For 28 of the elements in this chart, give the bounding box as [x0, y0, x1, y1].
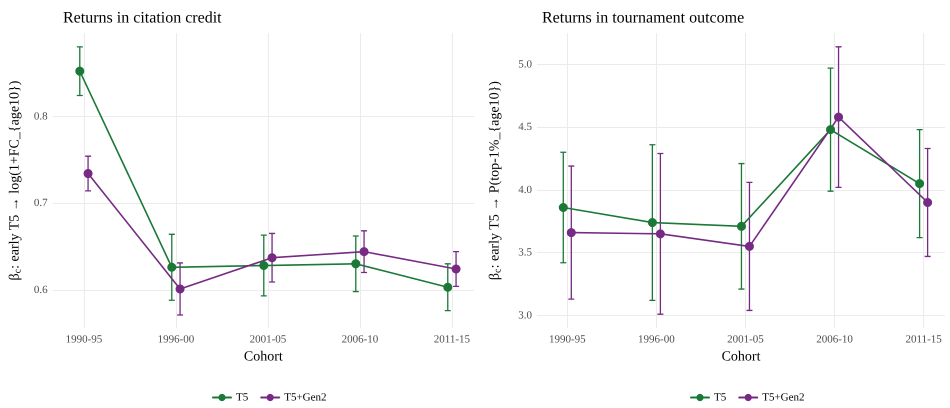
y-tick-label: 3.5 — [518, 246, 532, 259]
x-tick-label: 1990-95 — [548, 334, 586, 346]
x-tick-label: 2011-15 — [434, 334, 471, 346]
x-tick-label: 1996-00 — [158, 334, 195, 346]
y-tick-label: 5.0 — [518, 58, 532, 70]
y-tick-label: 3.0 — [518, 309, 532, 322]
x-axis-title: Cohort — [244, 349, 283, 364]
x-tick-label: 2006-10 — [816, 334, 854, 346]
y-tick-label: 0.7 — [34, 197, 48, 210]
legend-label: T5+Gen2 — [762, 392, 804, 404]
legend-label: T5 — [236, 392, 249, 404]
x-tick-label: 1996-00 — [638, 334, 676, 346]
chart-title: Returns in tournament outcome — [542, 10, 744, 26]
y-tick-label: 4.5 — [518, 121, 532, 134]
x-tick-label: 1990-95 — [66, 334, 103, 346]
x-tick-label: 2001-05 — [250, 334, 287, 346]
x-tick-label: 2001-05 — [727, 334, 764, 346]
y-axis-title: βc: early T5 → P(top-1%_{age10}) — [488, 80, 504, 280]
chart-title: Returns in citation credit — [63, 10, 222, 26]
y-tick-label: 4.0 — [518, 184, 532, 196]
x-tick-label: 2011-15 — [905, 334, 942, 346]
y-axis-title: βc: early T5 → log(1+FC_{age10}) — [8, 80, 24, 281]
legend-label: T5+Gen2 — [284, 392, 326, 404]
y-tick-label: 0.6 — [34, 284, 48, 296]
x-axis-title: Cohort — [722, 349, 761, 364]
y-tick-label: 0.8 — [34, 110, 48, 122]
x-tick-label: 2006-10 — [342, 334, 379, 346]
legend-label: T5 — [714, 392, 727, 404]
